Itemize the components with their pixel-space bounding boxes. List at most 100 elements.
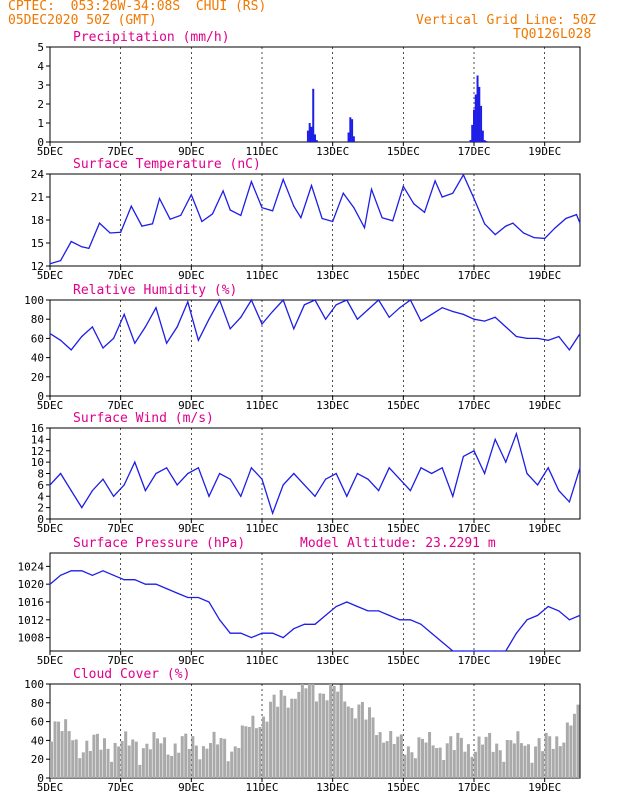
cloud-bar: [71, 740, 75, 778]
data-point: [102, 570, 104, 572]
data-point: [187, 596, 189, 599]
y-tick-label: 18: [31, 214, 44, 227]
cloud-bar: [523, 745, 527, 778]
data-point: [144, 326, 146, 328]
cloud-bar: [424, 742, 428, 778]
cloud-bar: [431, 745, 435, 778]
cloud-bar: [336, 691, 340, 778]
cloud-bar: [180, 736, 184, 778]
cloud-bar: [544, 732, 548, 778]
data-point: [356, 472, 358, 475]
cloud-bar: [498, 750, 502, 778]
cloud-bar: [110, 761, 114, 778]
data-point: [240, 316, 242, 318]
data-point: [568, 349, 571, 351]
cloud-bar: [474, 751, 477, 778]
x-tick-label: 5DEC: [37, 269, 64, 282]
x-tick-label: 11DEC: [245, 145, 278, 158]
data-point: [473, 650, 475, 652]
cloud-bar: [576, 704, 580, 778]
cloud-bar: [385, 741, 389, 778]
data-point: [208, 495, 210, 497]
cloud-bar: [92, 734, 96, 778]
data-point: [565, 217, 567, 220]
series-line: [49, 570, 581, 652]
cloud-bar: [198, 759, 202, 778]
data-point: [441, 467, 443, 469]
data-point: [219, 472, 221, 475]
cloud-bar: [410, 752, 414, 778]
data-point: [158, 197, 161, 200]
x-tick-label: 15DEC: [387, 522, 420, 535]
data-point: [537, 614, 539, 616]
data-point: [526, 619, 528, 621]
x-tick-label: 5DEC: [37, 781, 64, 794]
data-point: [515, 632, 518, 634]
cloud-bar: [452, 750, 456, 778]
data-point: [113, 337, 115, 339]
data-point: [219, 299, 221, 301]
cloud-bar: [569, 725, 573, 778]
x-tick-label: 17DEC: [457, 522, 490, 535]
cloud-bar: [53, 721, 57, 778]
cloud-bar: [477, 736, 481, 778]
y-tick-label: 60: [31, 332, 44, 345]
data-point: [91, 574, 93, 576]
cloud-bar: [413, 758, 417, 778]
data-point: [229, 478, 231, 480]
data-point: [81, 570, 83, 572]
panel-frame: [49, 46, 581, 143]
cloud-bar: [57, 721, 61, 778]
cloud-bar: [99, 749, 103, 778]
data-point: [494, 233, 496, 236]
cloud-bar: [551, 748, 555, 778]
x-tick-label: 11DEC: [245, 522, 278, 535]
data-point: [526, 337, 528, 339]
y-tick-label: 1012: [18, 614, 45, 627]
data-point: [526, 472, 528, 475]
data-point: [81, 507, 83, 509]
data-point: [441, 641, 443, 643]
cloud-bar: [237, 747, 241, 778]
panel-4: 5DEC 7DEC 9DEC 11DEC 13DEC 15DEC 17DEC 19DEC 024…: [31, 411, 581, 535]
y-tick-label: 40: [31, 352, 44, 365]
cloud-bar: [484, 736, 488, 778]
data-point: [176, 592, 178, 594]
data-point: [420, 320, 422, 322]
precip-bar: [308, 123, 311, 142]
cloud-bar: [311, 684, 315, 778]
data-point: [166, 342, 168, 344]
data-point: [293, 205, 295, 207]
cloud-bar: [488, 732, 492, 778]
data-point: [431, 472, 433, 475]
data-point: [388, 316, 390, 318]
cloud-bar: [226, 761, 230, 778]
data-point: [293, 328, 295, 330]
cloud-bar: [177, 752, 181, 778]
cloud-bar: [272, 694, 276, 778]
data-point: [70, 349, 72, 351]
data-point: [494, 316, 496, 318]
x-tick-label: 13DEC: [316, 145, 349, 158]
cloud-bar: [541, 751, 545, 778]
data-point: [399, 307, 401, 309]
data-point: [431, 632, 433, 634]
y-tick-label: 80: [31, 697, 44, 710]
y-tick-label: 20: [31, 371, 44, 384]
x-tick-label: 13DEC: [316, 399, 349, 412]
y-tick-label: 2: [37, 502, 44, 515]
cloud-bar: [85, 740, 89, 778]
x-tick-label: 7DEC: [107, 654, 134, 667]
x-tick-label: 5DEC: [37, 399, 64, 412]
cloud-bar: [375, 735, 379, 778]
y-tick-label: 100: [24, 294, 44, 307]
data-point: [144, 489, 146, 492]
data-point: [579, 614, 581, 616]
cloud-bar: [389, 730, 393, 778]
cloud-bar: [201, 746, 205, 778]
data-point: [378, 610, 380, 612]
cloud-bar: [212, 731, 216, 778]
data-point: [282, 299, 284, 301]
precip-bar: [480, 105, 483, 142]
data-point: [388, 614, 390, 616]
